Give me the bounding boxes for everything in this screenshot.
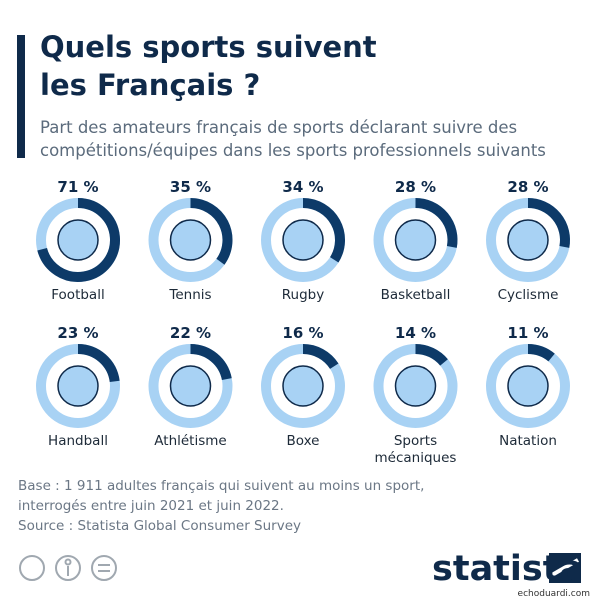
sport-icon [282, 219, 324, 261]
sport-icon [57, 219, 99, 261]
donut-arc [190, 198, 233, 265]
value-label: 11 % [507, 324, 548, 342]
donut-arc [527, 198, 570, 248]
title-line: les Français ? [40, 68, 261, 102]
watermark: echoduardi.com [518, 589, 590, 599]
category-label: Rugby [281, 287, 325, 303]
sport-icon [394, 365, 437, 407]
sport-icon [169, 219, 212, 261]
note-line: Base : 1 911 adultes français qui suiven… [18, 478, 425, 494]
donut-arc [415, 198, 458, 248]
value-label: 35 % [170, 178, 211, 196]
value-label: 16 % [282, 324, 323, 342]
accent-bar [17, 35, 25, 158]
donut-arc [37, 198, 120, 282]
category-label: Handball [48, 433, 108, 449]
category-label: Cyclisme [497, 287, 559, 303]
category-label: Sports mécaniques [374, 433, 457, 466]
note-line: interrogés entre juin 2021 et juin 2022. [18, 498, 284, 514]
sport-icon [507, 365, 549, 407]
value-label: 22 % [170, 324, 211, 342]
sport-icon [282, 365, 324, 407]
donut-arc [302, 198, 345, 263]
value-label: 34 % [282, 178, 323, 196]
category-label: Tennis [169, 287, 212, 303]
donut-arc [527, 344, 555, 362]
category-label: Athlétisme [154, 433, 227, 449]
sport-icon [57, 365, 99, 407]
brand-icon [549, 553, 581, 583]
value-label: 28 % [507, 178, 548, 196]
value-label: 71 % [57, 178, 98, 196]
subtitle-line: compétitions/équipes dans les sports pro… [40, 141, 546, 160]
donut-arc [302, 344, 339, 370]
category-label: Natation [499, 433, 557, 449]
license-icons [19, 555, 117, 581]
title-line: Quels sports suivent [40, 30, 377, 64]
subtitle-line: Part des amateurs français de sports déc… [40, 118, 518, 137]
value-label: 23 % [57, 324, 98, 342]
category-label: Football [51, 287, 105, 303]
category-label: Boxe [286, 433, 320, 449]
sport-icon [507, 219, 549, 261]
sport-icon [169, 365, 212, 407]
category-label: Basketball [380, 287, 451, 303]
donut-arc [415, 344, 448, 366]
value-label: 28 % [395, 178, 436, 196]
source: Source : Statista Global Consumer Survey [18, 518, 302, 534]
value-label: 14 % [395, 324, 436, 342]
sport-icon [394, 219, 437, 261]
donut-arc [77, 344, 120, 383]
donut-arc [190, 344, 232, 381]
brand: statista [432, 549, 583, 589]
